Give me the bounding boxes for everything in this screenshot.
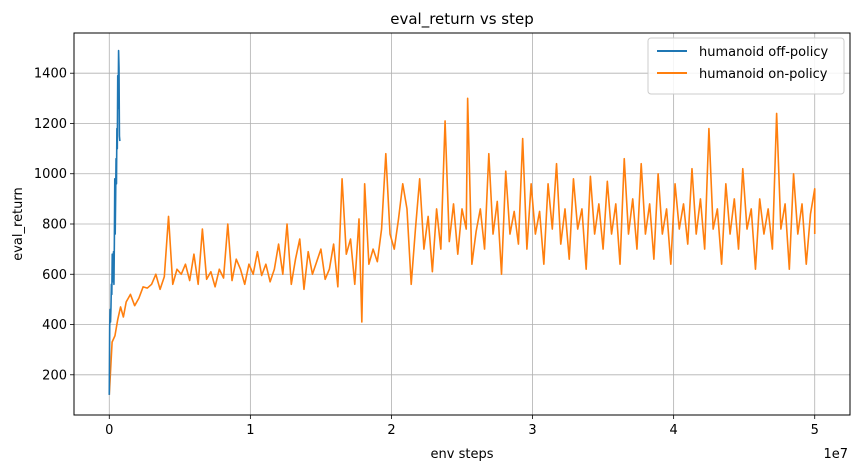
x-tick-label: 0 — [105, 423, 113, 438]
series-line-off-policy — [108, 49, 121, 395]
legend-label-off-policy: humanoid off-policy — [699, 45, 828, 60]
y-axis: 200 400 600 800 1000 1200 1400 — [34, 67, 74, 383]
y-tick-label: 200 — [42, 368, 67, 383]
series-line-on-policy — [108, 97, 816, 395]
y-tick-label: 1400 — [34, 67, 67, 82]
y-tick-label: 600 — [42, 268, 67, 283]
legend-box — [647, 37, 845, 95]
x-tick-label: 4 — [669, 423, 677, 438]
legend: humanoid off-policy humanoid on-policy — [647, 37, 845, 95]
y-tick-label: 400 — [42, 318, 67, 333]
x-axis-label: env steps — [431, 447, 494, 462]
x-tick-label: 5 — [811, 423, 819, 438]
y-tick-label: 1200 — [34, 117, 67, 132]
y-tick-label: 1000 — [34, 167, 67, 182]
chart-title: eval_return vs step — [390, 10, 534, 29]
y-axis-label: eval_return — [11, 187, 26, 261]
x-axis: 0 1 2 3 4 5 — [105, 415, 819, 438]
x-offset-text: 1e7 — [823, 447, 848, 462]
x-tick-label: 2 — [387, 423, 395, 438]
legend-label-on-policy: humanoid on-policy — [699, 67, 828, 82]
x-tick-label: 1 — [246, 423, 254, 438]
x-tick-label: 3 — [528, 423, 536, 438]
series-layer — [108, 49, 816, 395]
y-tick-label: 800 — [42, 218, 67, 233]
grid — [74, 33, 850, 415]
